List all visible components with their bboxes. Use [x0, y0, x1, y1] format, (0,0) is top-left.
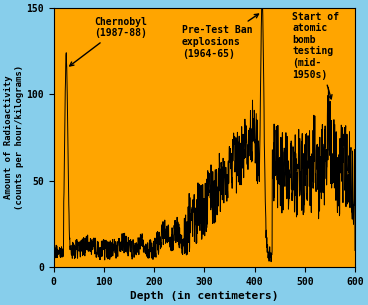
X-axis label: Depth (in centimeters): Depth (in centimeters): [130, 291, 279, 301]
Text: Start of
atomic
bomb
testing
(mid-
1950s): Start of atomic bomb testing (mid- 1950s…: [292, 12, 339, 99]
Text: Chernobyl
(1987-88): Chernobyl (1987-88): [70, 17, 147, 66]
Y-axis label: Amount of Radioactivity
(counts per hour/kilograms): Amount of Radioactivity (counts per hour…: [4, 65, 24, 210]
Text: Pre-Test Ban
explosions
(1964-65): Pre-Test Ban explosions (1964-65): [182, 14, 259, 59]
